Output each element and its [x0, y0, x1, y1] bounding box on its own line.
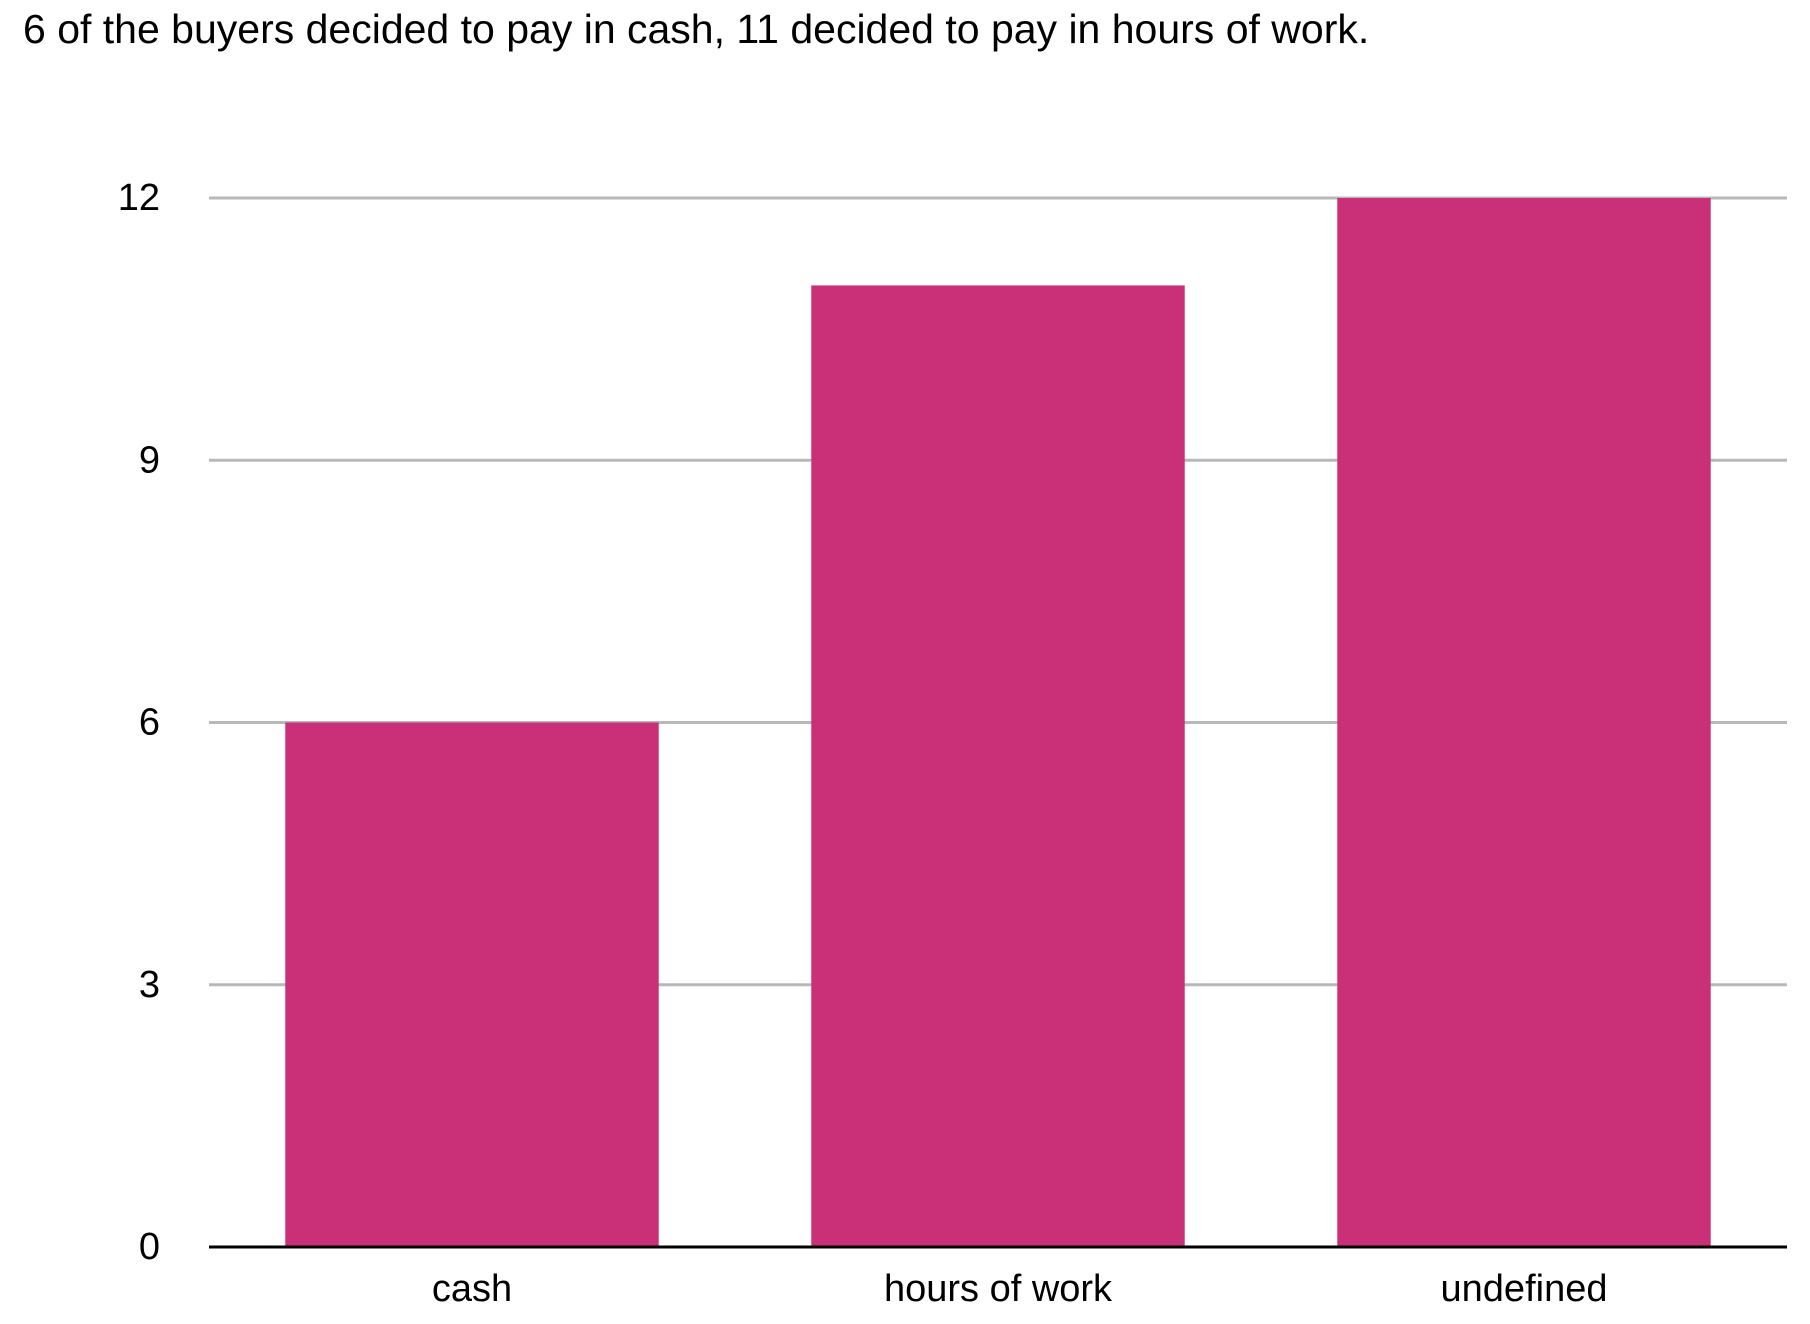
y-tick-label: 9: [139, 439, 160, 481]
x-tick-label: hours of work: [884, 1268, 1113, 1310]
x-tick-label: undefined: [1441, 1268, 1608, 1310]
y-tick-label: 3: [139, 964, 160, 1006]
bar: [1337, 198, 1711, 1247]
x-tick-label: cash: [432, 1268, 512, 1310]
chart-title: 6 of the buyers decided to pay in cash, …: [23, 6, 1369, 52]
y-tick-label: 0: [139, 1226, 160, 1268]
y-tick-label: 12: [118, 177, 160, 219]
bar: [285, 722, 659, 1247]
y-tick-label: 6: [139, 702, 160, 744]
bar: [811, 285, 1185, 1248]
